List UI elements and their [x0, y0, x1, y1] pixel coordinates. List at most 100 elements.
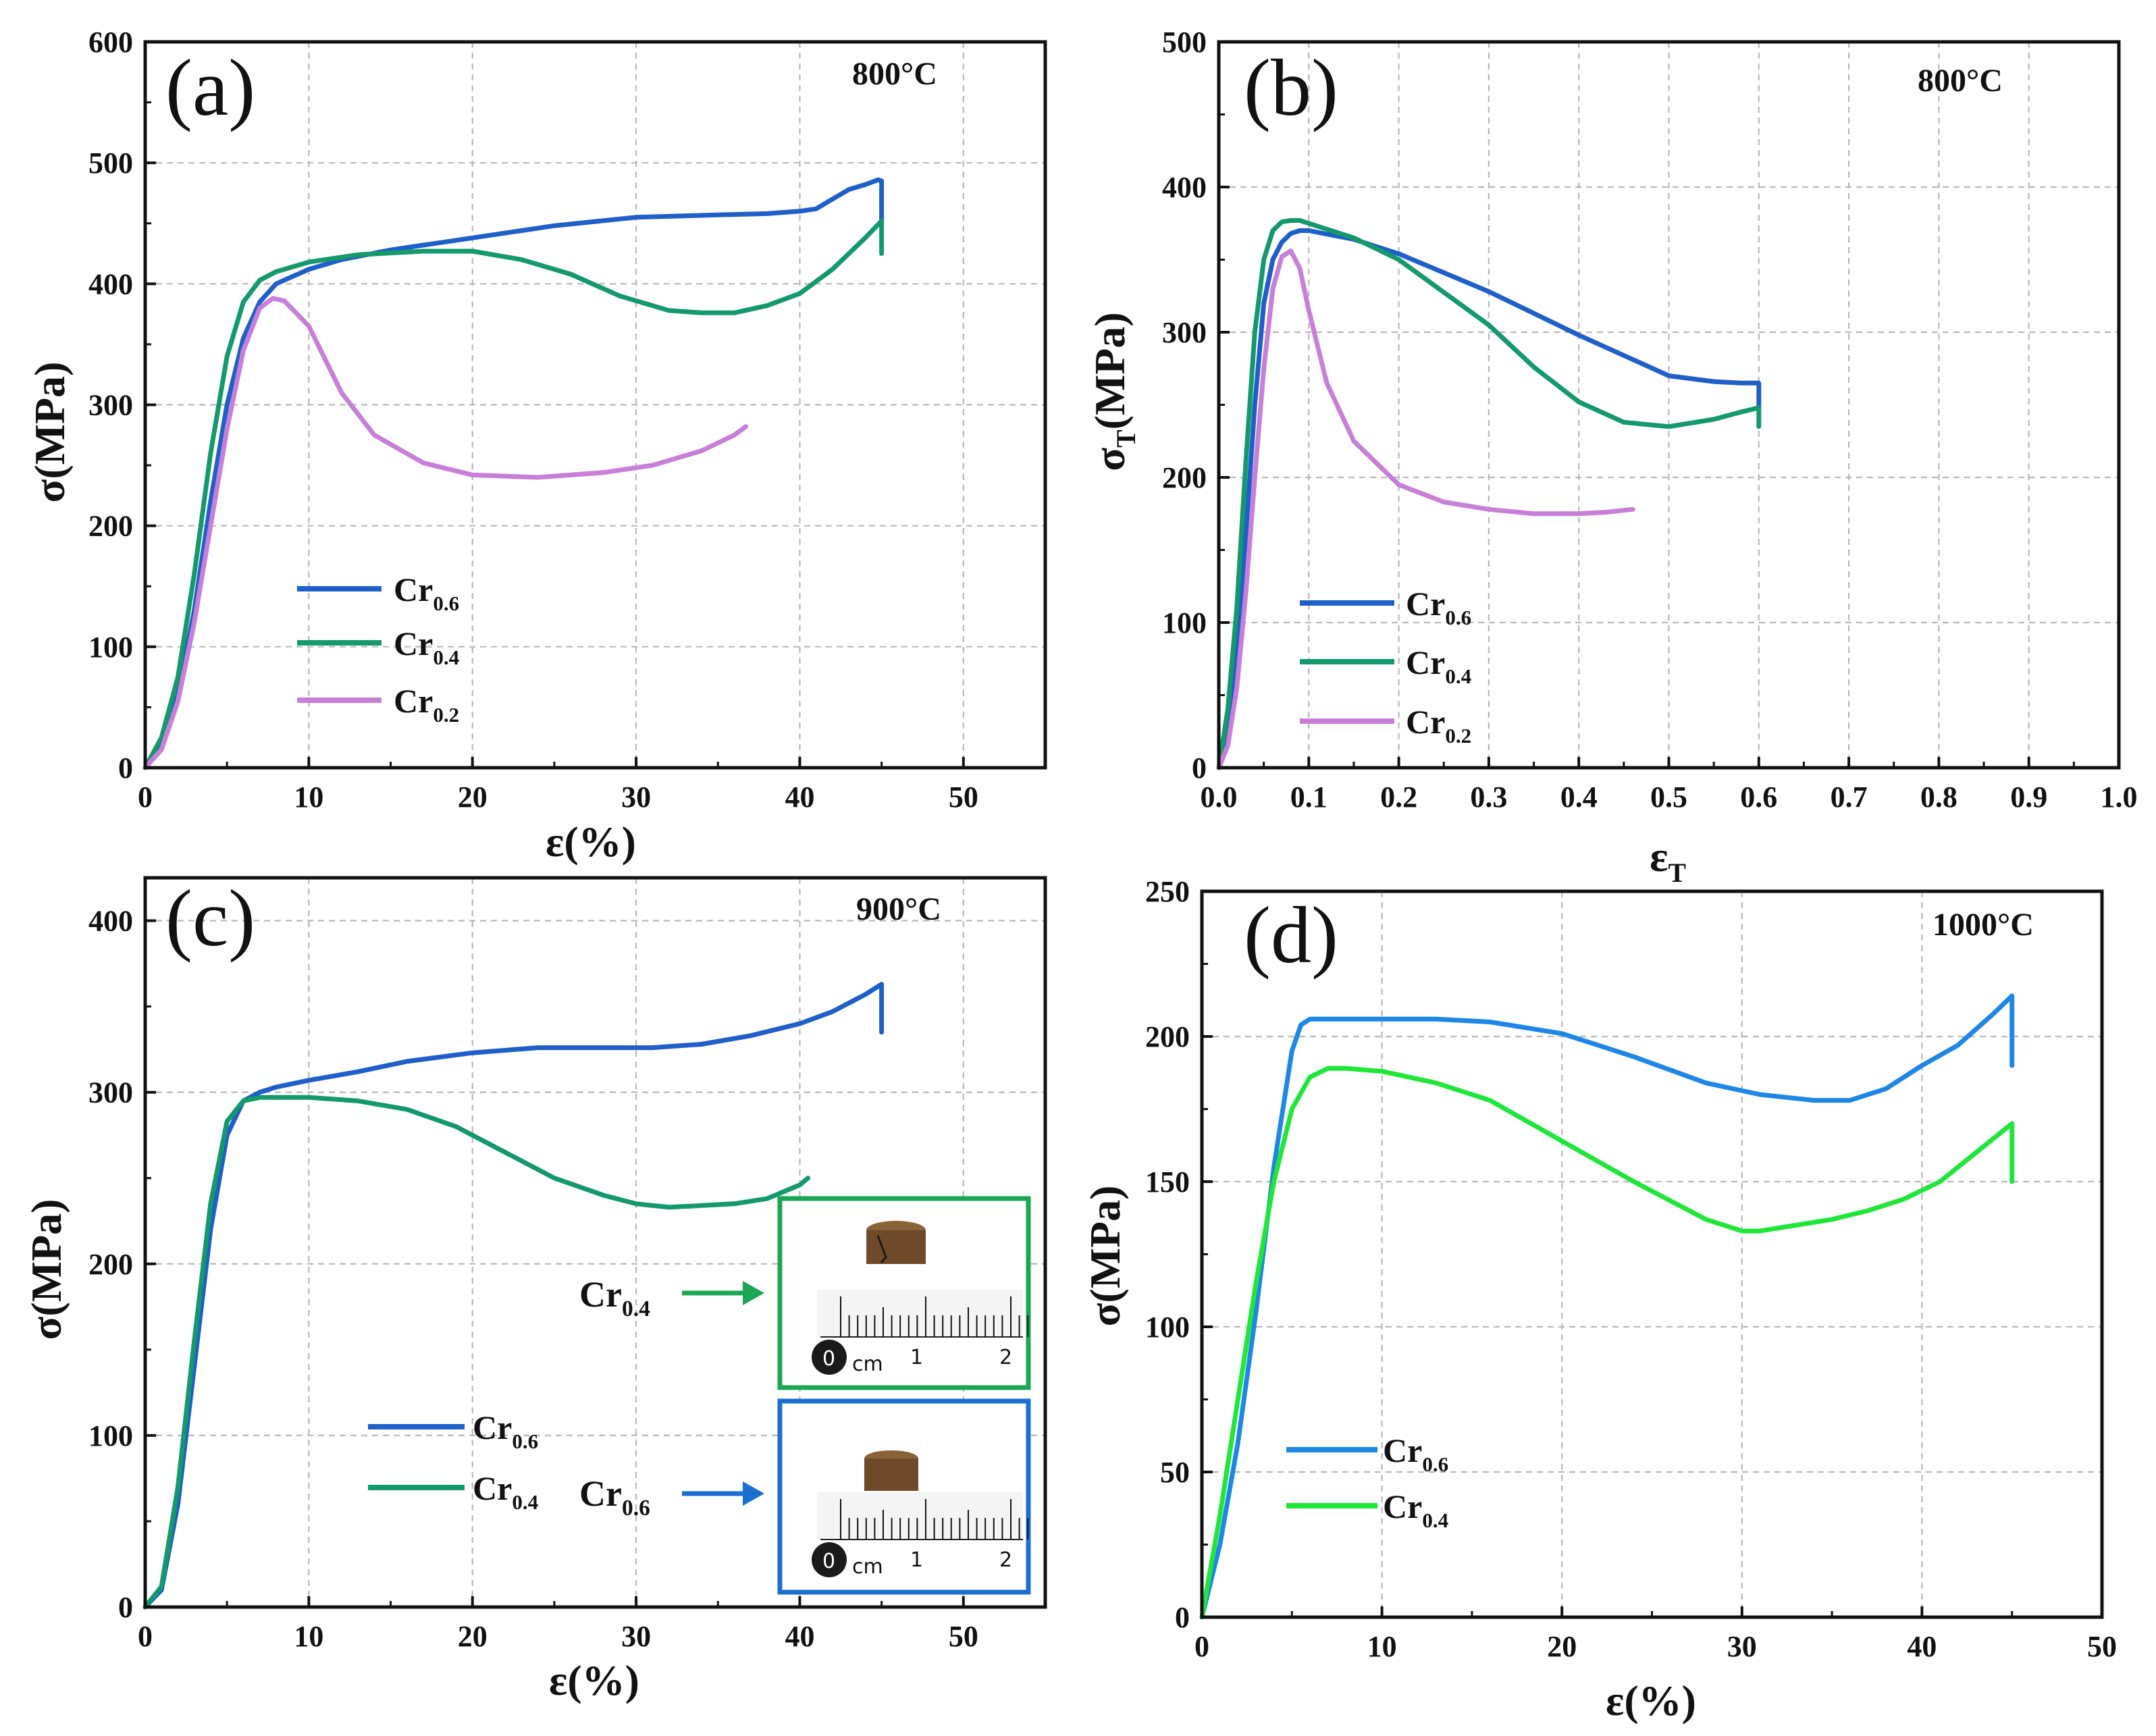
xtick-label-a-4: 40 [785, 781, 814, 814]
panel-d-xlabel: ε(%) [1606, 1677, 1696, 1725]
inset-cr04-ruler-unit: cm [852, 1352, 883, 1376]
ruler-body-1 [817, 1492, 1023, 1540]
xtick-label-d-4: 40 [1907, 1630, 1937, 1663]
panel-c-curves [142, 982, 885, 1610]
series-d-Cr06 [1199, 993, 2015, 1620]
ytick-label-b-2: 200 [1162, 461, 1207, 494]
panel-c-legend: Cr0.6 Cr0.4 [368, 1409, 538, 1514]
inset-cr04-ruler-1: 1 [910, 1346, 923, 1369]
inset-cr04-crack [876, 1235, 887, 1263]
ytick-label-c-0: 0 [118, 1591, 133, 1624]
ytick-label-c-3: 300 [88, 1076, 133, 1109]
series-a-Cr02 [142, 296, 748, 770]
panel-d-legend: Cr0.6 Cr0.4 [1286, 1431, 1448, 1532]
ytick-label-d-5: 250 [1145, 875, 1190, 908]
inset-cr04-ruler-2: 2 [999, 1346, 1012, 1369]
inset-cr06-ruler [817, 1492, 1029, 1540]
legend-c-text-cr04: Cr0.4 [473, 1469, 538, 1514]
inset-cr06-ruler-zero: 0 [822, 1550, 835, 1573]
xtick-label-d-1: 10 [1367, 1630, 1397, 1663]
panel-a-grid [145, 42, 1045, 768]
legend-c-text-cr06: Cr0.6 [473, 1409, 538, 1453]
inset-cr06: Cr0.6 0 cm 1 2 [579, 1398, 1031, 1595]
panel-a-ylabel: σ(MPa) [26, 362, 74, 503]
xtick-label-b-0: 0.0 [1201, 781, 1238, 814]
xtick-label-b-9: 0.9 [2010, 781, 2047, 814]
series-c-Cr04 [142, 1095, 811, 1610]
inset-cr06-label: Cr0.6 [579, 1473, 650, 1521]
ytick-label-a-5: 500 [88, 147, 133, 180]
ytick-label-a-1: 100 [88, 631, 133, 664]
xtick-label-c-5: 50 [949, 1620, 978, 1653]
xtick-label-b-3: 0.3 [1470, 781, 1507, 814]
xtick-label-a-0: 0 [138, 781, 153, 814]
xtick-label-b-1: 0.1 [1290, 781, 1327, 814]
panel-d-label: (d) [1244, 890, 1338, 980]
xtick-label-d-2: 20 [1547, 1630, 1577, 1663]
xtick-label-b-7: 0.7 [1831, 781, 1868, 814]
xtick-label-d-3: 30 [1727, 1630, 1757, 1663]
series-c-Cr06 [142, 982, 885, 1610]
xtick-label-d-0: 0 [1194, 1630, 1209, 1663]
panel-a-legend: Cr0.6 Cr0.4 Cr0.2 [297, 571, 459, 727]
xtick-label-b-4: 0.4 [1560, 781, 1598, 814]
ytick-label-a-4: 400 [88, 267, 133, 300]
xtick-label-c-4: 40 [785, 1620, 814, 1653]
panel-b-curves [1216, 218, 1762, 770]
xtick-label-b-6: 0.6 [1740, 781, 1777, 814]
ytick-label-d-0: 0 [1175, 1601, 1190, 1634]
panel-b-grid [1219, 42, 2119, 768]
legend-a-text-cr06: Cr0.6 [394, 571, 459, 615]
ytick-label-b-3: 300 [1162, 316, 1207, 349]
ytick-label-a-0: 0 [118, 752, 133, 785]
ytick-label-c-1: 100 [88, 1419, 133, 1452]
ytick-label-c-2: 200 [88, 1248, 133, 1281]
xtick-label-b-10: 1.0 [2101, 781, 2138, 814]
inset-cr06-arrow-head [743, 1481, 764, 1506]
inset-cr04-arrow-head [743, 1281, 764, 1305]
panel-c-label: (c) [165, 873, 255, 963]
series-d-Cr04 [1199, 1066, 2015, 1620]
ytick-label-b-0: 0 [1192, 752, 1207, 785]
ytick-label-a-3: 300 [88, 389, 133, 422]
panel-d: 0 10 20 30 40 50 0 50 100 150 200 250 (d) 1000°C ε(… [1081, 875, 2117, 1725]
xtick-label-c-1: 10 [294, 1620, 323, 1653]
ytick-label-a-6: 600 [88, 26, 133, 59]
series-a-Cr04 [142, 218, 885, 770]
inset-cr06-ruler-1: 1 [910, 1548, 923, 1572]
inset-cr04: Cr0.4 0 cm 1 2 [579, 1196, 1031, 1390]
xtick-label-a-2: 20 [458, 781, 488, 814]
panel-d-ylabel: σ(MPa) [1081, 1186, 1129, 1327]
panel-a-label: (a) [165, 43, 255, 132]
ytick-label-d-2: 100 [1145, 1311, 1190, 1344]
ytick-label-d-1: 50 [1160, 1456, 1190, 1489]
xtick-label-c-0: 0 [138, 1620, 153, 1653]
panel-b: 0.0 0.1 0.2 0.3 0.4 0.5 0.6 0.7 0.8 0.9 1.0 0 100 200… [1086, 26, 2138, 888]
panel-a-xlabel: ε(%) [546, 818, 636, 866]
legend-b-text-cr02: Cr0.2 [1406, 703, 1471, 747]
series-a-Cr06 [142, 177, 885, 770]
panel-c-frame [143, 876, 1047, 1609]
ruler-body-0 [817, 1290, 1023, 1337]
xtick-label-b-5: 0.5 [1650, 781, 1687, 814]
ytick-label-b-1: 100 [1162, 606, 1207, 639]
inset-cr04-specimen [866, 1230, 926, 1264]
ytick-label-b-4: 400 [1162, 171, 1207, 204]
panel-a-temperature: 800°C [852, 56, 937, 92]
legend-d-text-cr06: Cr0.6 [1383, 1431, 1448, 1476]
panel-b-xlabel: εT [1650, 833, 1686, 888]
panel-c-xlabel: ε(%) [549, 1656, 639, 1704]
xtick-label-d-5: 50 [2087, 1630, 2117, 1663]
xtick-label-a-1: 10 [294, 781, 323, 814]
legend-d-text-cr04: Cr0.4 [1383, 1488, 1448, 1532]
legend-a-text-cr04: Cr0.4 [394, 625, 459, 669]
ytick-label-b-5: 500 [1162, 26, 1207, 59]
xtick-label-a-3: 30 [621, 781, 651, 814]
inset-cr04-ruler-zero-badge [812, 1340, 847, 1375]
inset-cr06-ruler-unit: cm [852, 1555, 883, 1579]
xtick-label-c-2: 20 [458, 1620, 488, 1653]
panel-d-grid [1202, 891, 2102, 1617]
